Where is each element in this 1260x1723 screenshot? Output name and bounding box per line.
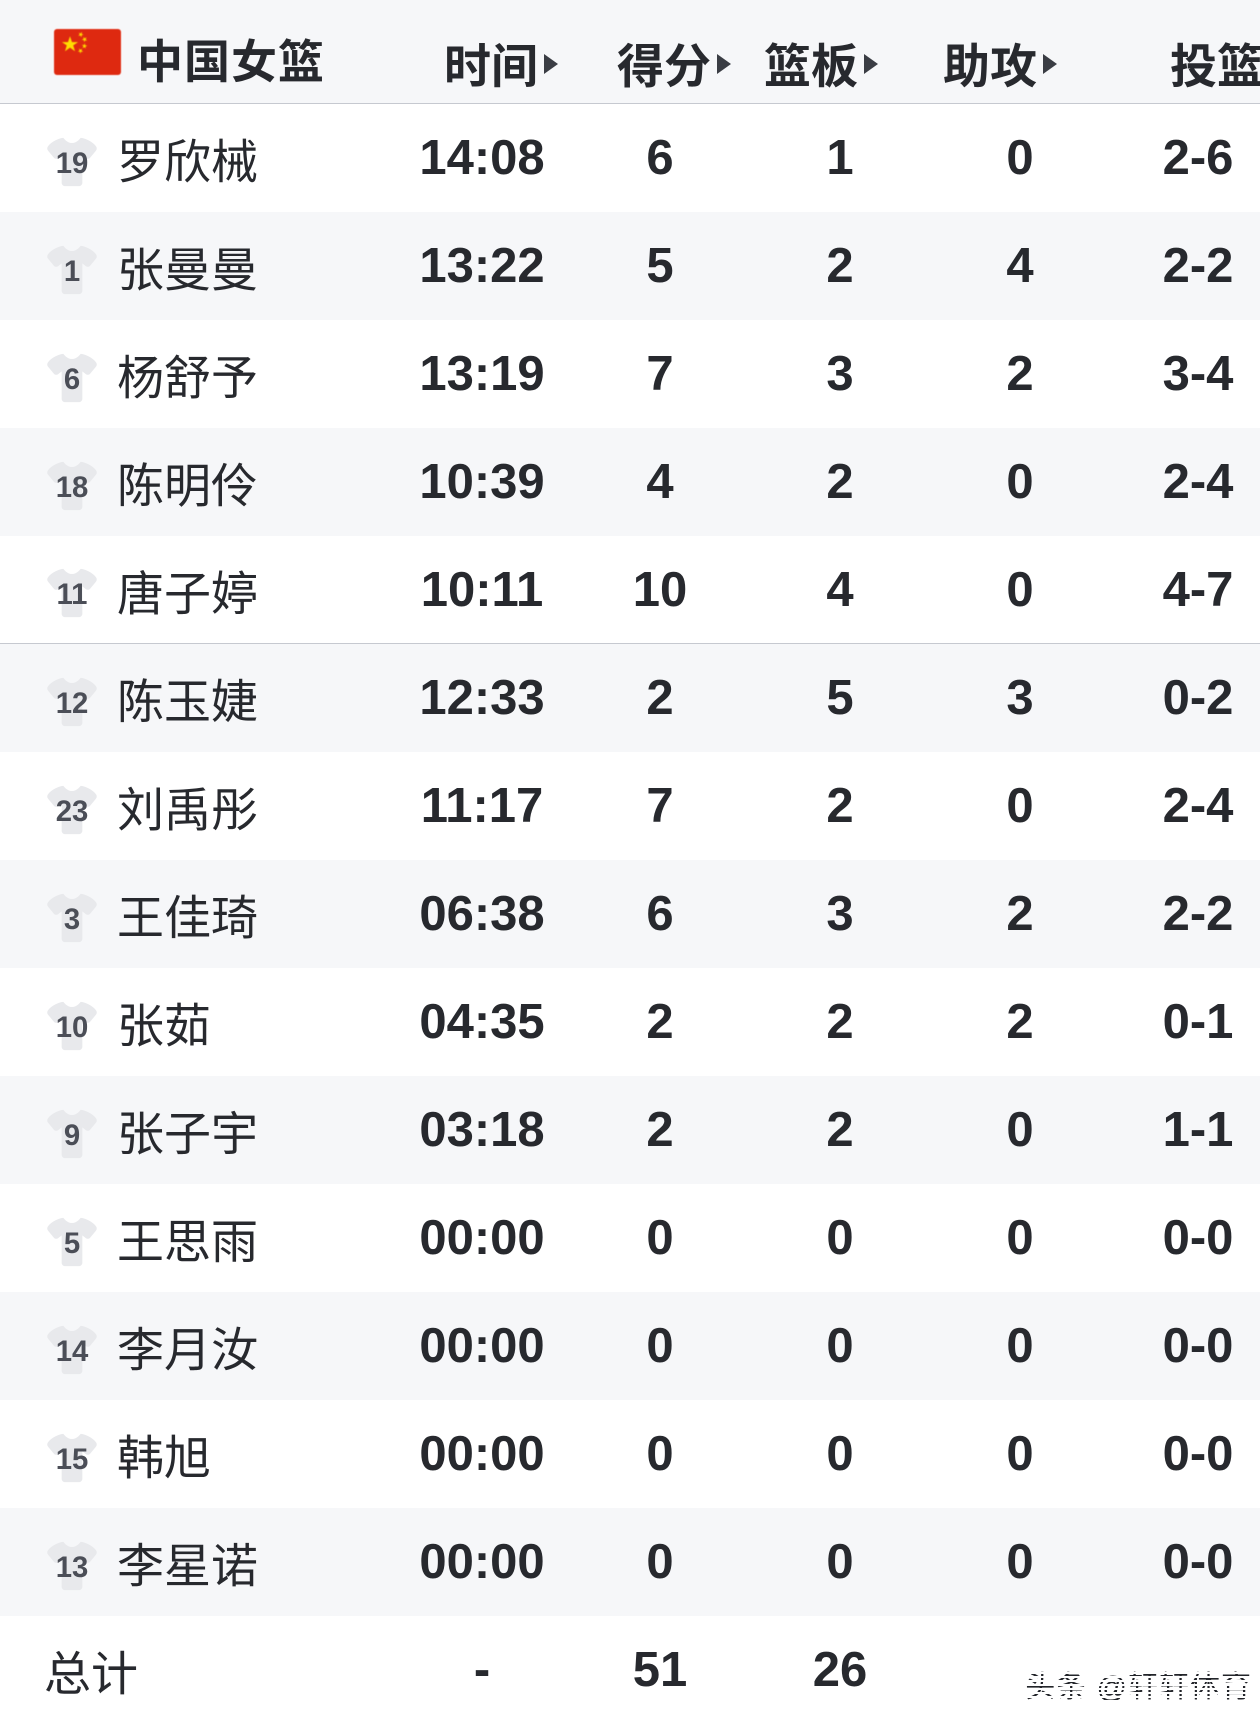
svg-text:9: 9 [64,1119,80,1152]
svg-text:14: 14 [56,1335,89,1368]
svg-text:19: 19 [56,147,89,180]
svg-text:1: 1 [64,255,80,288]
svg-text:12: 12 [56,687,89,720]
svg-text:6: 6 [64,363,80,396]
svg-text:15: 15 [56,1443,89,1476]
svg-text:5: 5 [64,1227,80,1260]
svg-text:18: 18 [56,471,89,504]
svg-text:11: 11 [57,578,88,611]
svg-text:13: 13 [56,1551,89,1584]
svg-text:23: 23 [56,795,89,828]
svg-text:10: 10 [56,1011,89,1044]
svg-text:3: 3 [64,903,80,936]
